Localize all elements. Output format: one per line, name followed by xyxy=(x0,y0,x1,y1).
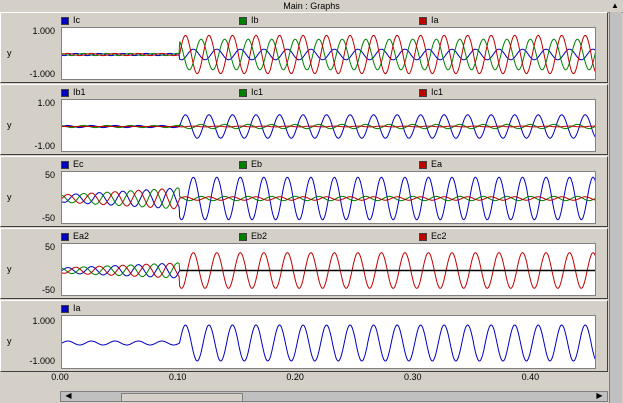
scroll-up-arrow-icon[interactable]: ▲ xyxy=(611,1,619,10)
legend-label: Ic1 xyxy=(431,87,444,97)
scroll-right-arrow-icon[interactable]: ▶ xyxy=(596,391,603,400)
plot-area xyxy=(61,171,596,224)
legend-item[interactable]: Ib1 xyxy=(61,87,86,98)
graph-panel: Ia 1.000 -1.000 y xyxy=(0,300,608,372)
y-axis-label: y xyxy=(7,191,12,202)
series-line xyxy=(62,176,595,221)
y-tick-label: 50 xyxy=(44,242,55,253)
y-axis-label: y xyxy=(7,119,12,130)
legend-label: Ic1 xyxy=(251,87,264,97)
legend-swatch xyxy=(239,16,247,25)
graph-panel: Ic Ib Ia 1.000 -1.000 y xyxy=(0,12,608,83)
plot-svg xyxy=(62,324,595,362)
legend-label: Ia xyxy=(73,303,81,313)
x-tick-label: 0.40 xyxy=(521,372,540,382)
series-line xyxy=(62,123,595,130)
legend-item[interactable]: Ia xyxy=(419,15,439,26)
legend-label: Ic xyxy=(73,15,81,25)
legend-label: Ea xyxy=(431,159,443,169)
y-axis-label: y xyxy=(7,47,12,58)
plot-svg xyxy=(62,114,595,139)
y-tick-label: 1.00 xyxy=(37,98,55,109)
legend-swatch xyxy=(239,232,247,241)
plot-svg xyxy=(62,176,595,221)
y-tick-label: -1.000 xyxy=(29,356,55,366)
legend-item[interactable]: Ea2 xyxy=(61,231,89,242)
legend-item[interactable]: Ic1 xyxy=(239,87,263,98)
y-tick-label: 1.000 xyxy=(32,316,55,326)
legend-swatch xyxy=(61,160,69,169)
x-tick-label: 0.20 xyxy=(286,372,304,382)
legend-label: Ib xyxy=(251,15,259,25)
legend-swatch xyxy=(61,304,69,313)
graph-panel: Ea2 Eb2 Ec2 50 -50 y xyxy=(0,228,608,299)
legend-swatch xyxy=(61,88,69,97)
legend-label: Ec xyxy=(73,159,84,169)
y-tick-label: 50 xyxy=(44,170,55,181)
series-line xyxy=(62,187,595,209)
legend-item[interactable]: Ec xyxy=(61,159,84,170)
series-line xyxy=(62,125,595,128)
plot-area xyxy=(61,243,596,296)
legend-item[interactable]: Ic1 xyxy=(419,87,443,98)
scroll-left-arrow-icon[interactable]: ◀ xyxy=(65,391,72,400)
legend-label: Eb2 xyxy=(251,231,268,241)
legend-label: Eb xyxy=(251,159,263,169)
graph-panel: Ec Eb Ea 50 -50 y xyxy=(0,156,608,227)
legend-swatch xyxy=(419,232,427,241)
plot-area xyxy=(61,27,596,80)
series-line xyxy=(62,188,595,210)
series-line xyxy=(62,34,595,75)
legend-label: Ec2 xyxy=(431,231,447,241)
legend-item[interactable]: Ec2 xyxy=(419,231,447,242)
x-tick-label: 0.00 xyxy=(51,372,69,382)
legend-label: Ia xyxy=(431,15,439,25)
scroll-thumb[interactable] xyxy=(121,393,243,402)
legend-swatch xyxy=(419,16,427,25)
legend-item[interactable]: Ib xyxy=(239,15,259,26)
graph-panel: Ib1 Ic1 Ic1 1.00 -1.00 y xyxy=(0,84,608,155)
plot-svg xyxy=(62,252,595,289)
legend-swatch xyxy=(239,160,247,169)
legend-swatch xyxy=(419,88,427,97)
legend-swatch xyxy=(239,88,247,97)
x-tick-label: 0.10 xyxy=(168,372,187,382)
y-axis-label: y xyxy=(7,263,12,274)
legend-label: Ea2 xyxy=(73,231,90,241)
y-tick-label: 1.000 xyxy=(32,26,55,37)
legend-item[interactable]: Eb xyxy=(239,159,262,170)
plot-svg xyxy=(62,34,595,75)
window-title: Main : Graphs xyxy=(283,1,340,11)
series-line xyxy=(62,48,595,61)
series-line xyxy=(62,252,595,289)
legend-item[interactable]: Ic xyxy=(61,15,80,26)
vertical-scrollbar[interactable] xyxy=(609,12,622,403)
y-tick-label: -50 xyxy=(41,284,55,295)
legend-swatch xyxy=(61,16,69,25)
series-line xyxy=(62,38,595,71)
legend-item[interactable]: Ea xyxy=(419,159,442,170)
legend-item[interactable]: Ia xyxy=(61,303,81,314)
y-axis-label: y xyxy=(7,336,12,346)
legend-swatch xyxy=(61,232,69,241)
y-tick-label: -50 xyxy=(41,212,55,223)
y-tick-label: -1.00 xyxy=(34,140,55,151)
horizontal-scrollbar[interactable]: ◀ ▶ xyxy=(60,391,608,402)
plot-area xyxy=(61,99,596,152)
y-tick-label: -1.000 xyxy=(29,68,55,79)
series-line xyxy=(62,324,595,362)
legend-swatch xyxy=(419,160,427,169)
legend-label: Ib1 xyxy=(73,87,86,97)
legend-item[interactable]: Eb2 xyxy=(239,231,267,242)
x-tick-label: 0.30 xyxy=(403,372,422,382)
plot-area xyxy=(61,315,596,369)
series-line xyxy=(62,114,595,139)
